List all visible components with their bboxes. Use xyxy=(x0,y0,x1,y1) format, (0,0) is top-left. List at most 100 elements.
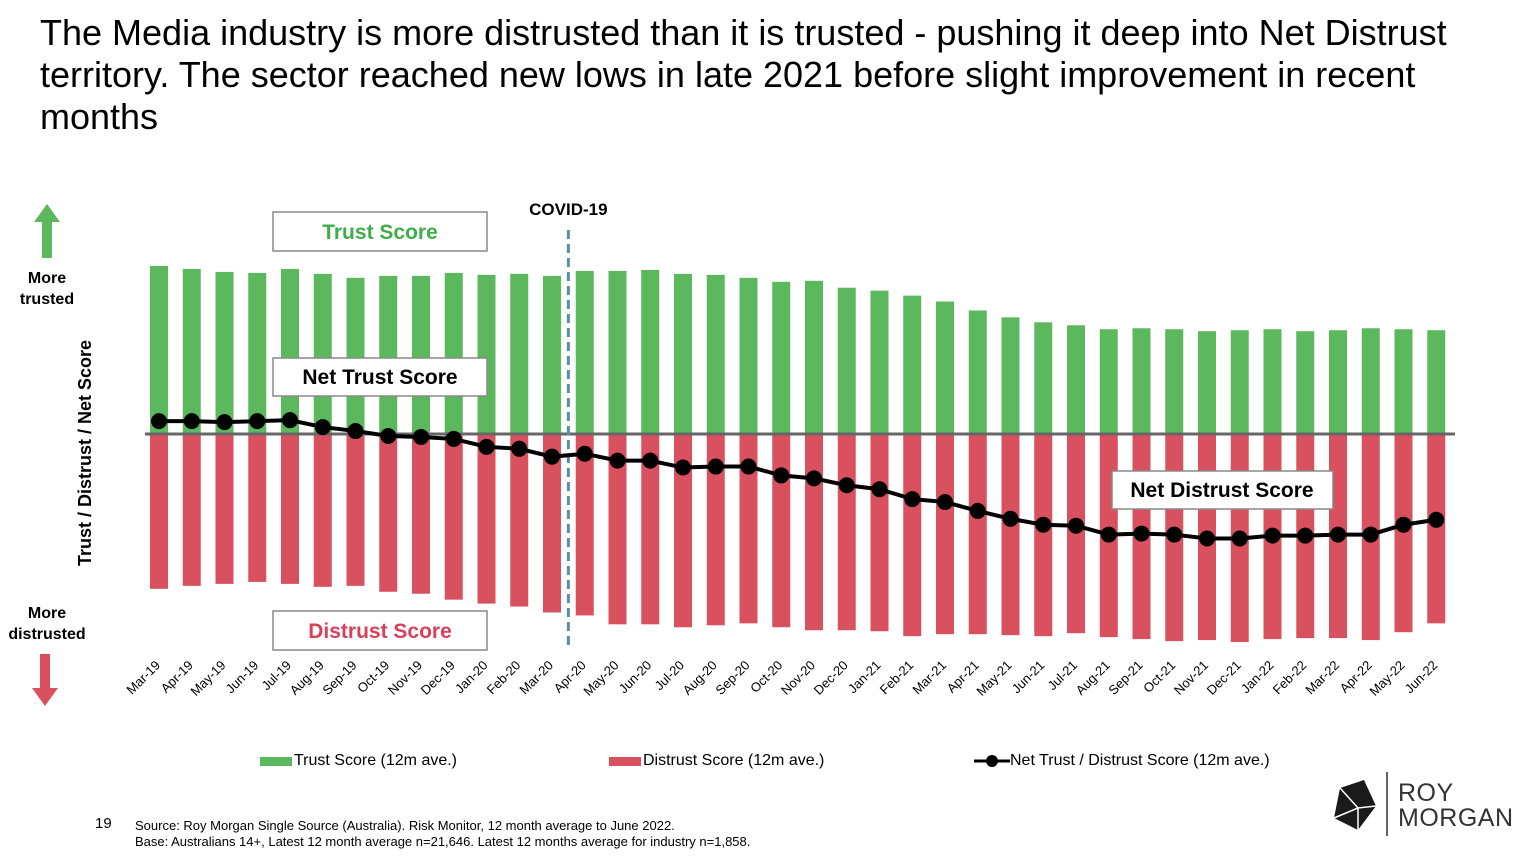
distrust-bar xyxy=(772,434,791,628)
net-score-point xyxy=(151,413,167,430)
trust-bar xyxy=(215,271,234,434)
trust-bar xyxy=(510,273,529,434)
legend-net-label: Net Trust / Distrust Score (12m ave.) xyxy=(1010,752,1270,769)
trust-bar xyxy=(281,268,299,434)
x-tick-label: Nov-19 xyxy=(385,658,425,698)
distrust-bar xyxy=(248,434,267,582)
net-distrust-score-box-label: Net Distrust Score xyxy=(1130,479,1313,502)
distrust-bar xyxy=(870,434,889,632)
x-tick-label: Jun-19 xyxy=(223,658,262,697)
more-distrusted-label-line2: distrusted xyxy=(8,626,85,643)
distrust-bar xyxy=(1001,434,1020,636)
distrust-bar xyxy=(150,434,168,589)
trust-bar xyxy=(379,275,398,434)
trust-bar xyxy=(739,277,758,434)
trust-bar xyxy=(1427,330,1446,434)
trust-bar xyxy=(1067,325,1085,434)
net-score-point xyxy=(478,438,495,455)
trust-bar xyxy=(477,274,496,434)
trust-bar xyxy=(1099,329,1118,434)
distrust-bar xyxy=(510,434,529,607)
trust-bar xyxy=(1394,329,1413,434)
distrust-bar xyxy=(805,434,823,631)
x-tick-label: Dec-19 xyxy=(418,658,458,698)
x-tick-label: May-20 xyxy=(580,658,621,699)
trust-score-box-label: Trust Score xyxy=(322,221,438,244)
net-score-point xyxy=(576,445,593,462)
trust-bar xyxy=(182,268,201,434)
trust-bar xyxy=(1230,330,1249,434)
net-score-point xyxy=(413,428,429,445)
legend-trust-swatch xyxy=(260,756,292,766)
legend-distrust-swatch xyxy=(609,756,641,766)
net-score-point xyxy=(511,440,528,457)
trust-bar xyxy=(641,269,660,434)
distrust-bar xyxy=(412,434,430,594)
distrust-bar xyxy=(936,434,954,635)
bars-layer xyxy=(150,265,1446,643)
up-arrow-icon xyxy=(34,204,60,258)
distrust-bar xyxy=(903,434,922,637)
net-score-layer xyxy=(151,412,1445,547)
net-trust-score-box-label: Net Trust Score xyxy=(302,366,457,389)
x-tick-label: Dec-20 xyxy=(811,658,851,698)
distrust-bar xyxy=(1427,434,1446,624)
distrust-bar xyxy=(837,434,856,631)
x-tick-label: Jan-20 xyxy=(452,658,491,697)
net-score-point xyxy=(1264,527,1281,544)
x-tick-label: Mar-21 xyxy=(909,658,949,698)
legend-trust: Trust Score (12m ave.) xyxy=(260,752,457,770)
net-score-point xyxy=(871,481,888,498)
logo-line1: ROY xyxy=(1398,779,1454,807)
distrust-bar xyxy=(674,434,692,628)
legend-distrust: Distrust Score (12m ave.) xyxy=(609,752,824,770)
net-score-point xyxy=(1395,516,1412,533)
base-note: Base: Australians 14+, Latest 12 month a… xyxy=(135,834,751,849)
x-tick-label: Jan-22 xyxy=(1238,658,1277,697)
net-distrust-score-box: Net Distrust Score xyxy=(1111,470,1334,510)
x-tick-label: Mar-19 xyxy=(123,658,163,698)
trust-bar xyxy=(968,310,987,434)
distrust-bar xyxy=(575,434,594,616)
trust-bar xyxy=(1165,329,1184,434)
x-tick-label: Mar-20 xyxy=(516,658,556,698)
trust-bar xyxy=(248,272,267,434)
net-score-point xyxy=(216,414,233,431)
trust-bar xyxy=(575,270,594,434)
x-tick-label: Mar-22 xyxy=(1302,658,1342,698)
net-score-point xyxy=(1035,516,1052,533)
trust-bar xyxy=(1296,331,1315,434)
source-note: Source: Roy Morgan Single Source (Austra… xyxy=(135,818,675,833)
net-score-point xyxy=(249,413,266,430)
trust-bar xyxy=(412,275,430,434)
x-tick-label: Feb-21 xyxy=(877,658,917,698)
logo-line2: MORGAN xyxy=(1398,804,1514,832)
net-score-point xyxy=(1002,510,1019,527)
trust-bar xyxy=(1001,317,1020,434)
net-score-point xyxy=(806,470,822,487)
net-score-point xyxy=(1428,511,1445,528)
net-score-point xyxy=(1068,517,1084,534)
net-score-point xyxy=(183,413,200,430)
x-tick-label: Jan-21 xyxy=(845,658,884,697)
x-tick-label: Dec-21 xyxy=(1204,658,1244,698)
net-score-point xyxy=(1166,526,1183,543)
x-tick-label: Aug-19 xyxy=(287,658,327,698)
distrust-score-box-label: Distrust Score xyxy=(308,620,452,643)
net-score-point xyxy=(445,430,462,447)
net-score-point xyxy=(740,458,757,475)
net-score-point xyxy=(380,427,397,444)
trust-bar xyxy=(936,301,954,434)
legend-distrust-label: Distrust Score (12m ave.) xyxy=(643,752,825,769)
trust-bar xyxy=(1132,328,1151,434)
distrust-bar xyxy=(313,434,332,587)
distrust-bar xyxy=(543,434,561,613)
covid-label: COVID-19 xyxy=(529,200,607,219)
net-score-point xyxy=(707,458,724,475)
distrust-bar xyxy=(968,434,987,635)
more-trusted-label-line2: trusted xyxy=(20,291,74,308)
trust-bar xyxy=(1329,330,1347,434)
trust-bar xyxy=(150,265,168,434)
y-axis-label: Trust / Distrust / Net Score xyxy=(75,340,95,566)
net-score-point xyxy=(544,448,560,465)
